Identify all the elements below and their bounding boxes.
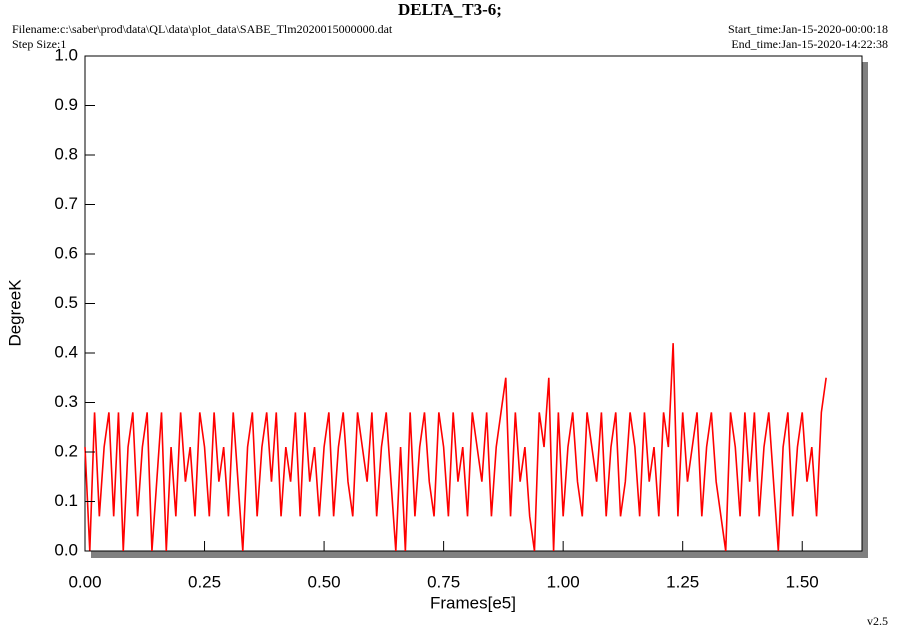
x-tick-label: 1.50 (786, 572, 819, 591)
plot-area (84, 55, 863, 552)
y-tick-label: 0.5 (54, 293, 78, 312)
x-tick-label: 0.50 (308, 572, 341, 591)
x-tick-label: 0.75 (427, 572, 460, 591)
y-tick-label: 0.3 (54, 392, 78, 411)
filename: Filename:c:\saber\prod\data\QL\data\plot… (12, 22, 393, 36)
y-tick-label: 0.9 (54, 95, 78, 114)
y-tick-label: 0.4 (54, 342, 78, 361)
y-tick-label: 0.1 (54, 491, 78, 510)
y-tick-label: 1.0 (54, 45, 78, 64)
data-line (84, 343, 827, 552)
x-axis-label: Frames[e5] (430, 593, 516, 612)
y-tick-label: 0.6 (54, 243, 78, 262)
version: v2.5 (867, 614, 888, 628)
x-tick-label: 0.00 (68, 572, 101, 591)
start-time: Start_time:Jan-15-2020-00:00:18 (728, 22, 888, 36)
step-size: Step Size:1 (12, 37, 66, 51)
x-tick-label: 1.25 (666, 572, 699, 591)
y-tick-label: 0.7 (54, 194, 78, 213)
y-axis-label: DegreeK (5, 279, 24, 347)
x-tick-label: 0.25 (188, 572, 221, 591)
y-tick-label: 0.0 (54, 540, 78, 559)
chart-title: DELTA_T3-6; (398, 0, 502, 19)
x-tick-label: 1.00 (547, 572, 580, 591)
y-tick-label: 0.2 (54, 441, 78, 460)
y-tick-label: 0.8 (54, 144, 78, 163)
end-time: End_time:Jan-15-2020-14:22:38 (731, 37, 888, 51)
